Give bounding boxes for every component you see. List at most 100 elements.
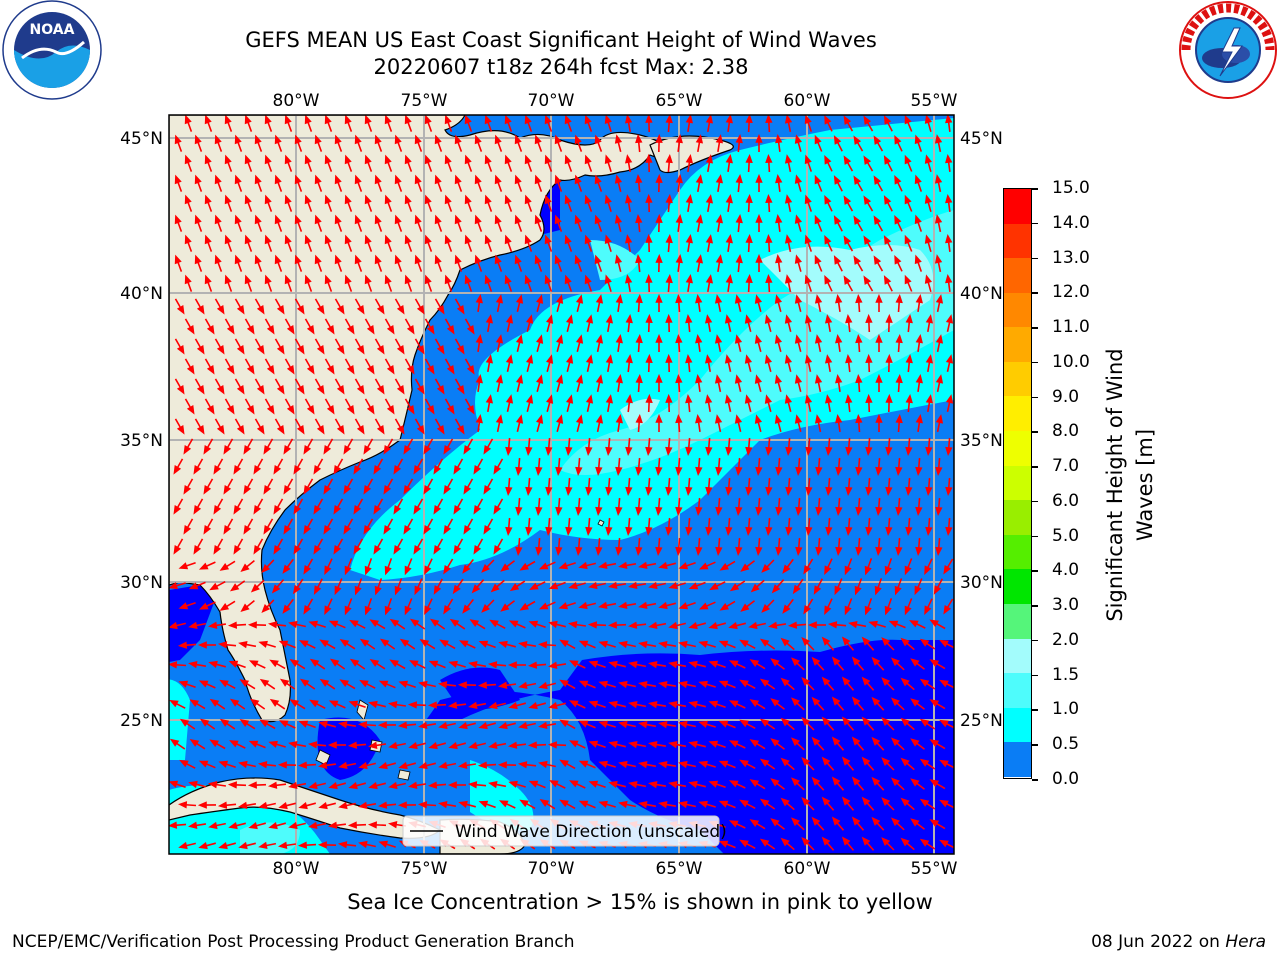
wave-direction-arrowhead (655, 546, 663, 557)
wave-direction-arrowhead (765, 115, 773, 124)
wave-direction-arrowhead (574, 134, 582, 145)
wave-direction-arrowhead (919, 678, 930, 687)
wave-direction-arrowhead (754, 414, 763, 424)
wave-direction-arrowhead (558, 602, 569, 610)
wave-direction-arrowhead (814, 414, 823, 424)
wave-direction-arrowhead (368, 781, 378, 790)
wave-direction-arrowhead (243, 485, 252, 495)
sea-ice-note: Sea Ice Concentration > 15% is shown in … (347, 890, 933, 914)
wave-direction-arrowhead (426, 365, 435, 375)
wave-direction-arrowhead (454, 134, 462, 145)
wave-direction-arrowhead (665, 193, 673, 204)
wave-direction-arrowhead (655, 373, 663, 383)
wave-direction-arrowhead (705, 446, 713, 457)
wave-direction-arrowhead (393, 545, 402, 555)
wave-direction-arrowhead (219, 679, 229, 688)
wave-direction-arrowhead (615, 506, 623, 517)
wave-direction-arrowhead (256, 385, 265, 395)
wave-direction-arrowhead (715, 254, 724, 264)
wave-direction-arrowhead (276, 305, 285, 315)
wave-direction-arrowhead (835, 546, 843, 557)
wave-direction-arrowhead (446, 405, 455, 415)
wave-direction-arrowhead (363, 485, 372, 495)
wave-direction-arrowhead (234, 134, 242, 145)
wave-direction-arrowhead (873, 175, 882, 185)
wave-direction-arrowhead (169, 621, 178, 630)
wave-direction-arrowhead (500, 563, 510, 572)
wave-direction-arrowhead (246, 405, 255, 415)
wave-direction-arrowhead (915, 466, 923, 477)
wave-direction-arrowhead (384, 234, 392, 245)
wave-direction-arrowhead (715, 506, 723, 517)
wave-direction-arrowhead (498, 721, 508, 730)
wave-direction-arrowhead (678, 800, 688, 809)
wave-direction-arrowhead (784, 394, 793, 404)
wave-direction-arrowhead (675, 546, 683, 557)
wave-direction-arrowhead (759, 638, 770, 647)
wave-direction-arrowhead (719, 602, 730, 611)
wave-direction-arrowhead (794, 294, 803, 304)
wave-direction-arrowhead (186, 405, 195, 415)
wave-direction-arrowhead (484, 234, 492, 245)
wave-direction-arrowhead (890, 777, 900, 787)
wave-direction-arrowhead (759, 838, 770, 847)
wave-direction-arrowhead (307, 741, 318, 749)
wave-direction-arrowhead (945, 354, 954, 364)
wave-direction-arrowhead (919, 758, 930, 767)
wave-direction-arrowhead (254, 174, 262, 185)
wave-direction-arrowhead (668, 780, 678, 789)
wave-direction-arrowhead (745, 446, 753, 457)
wave-direction-arrowhead (264, 115, 272, 125)
wave-direction-arrowhead (863, 195, 872, 205)
colorbar-segment (1004, 500, 1031, 535)
lon-label-top: 75°W (401, 91, 448, 111)
wave-direction-arrowhead (784, 354, 793, 364)
wave-direction-arrowhead (868, 620, 878, 628)
wave-direction-arrowhead (169, 738, 180, 747)
wave-direction-arrowhead (296, 425, 305, 435)
wave-direction-arrowhead (239, 679, 250, 687)
wave-direction-arrowhead (463, 525, 472, 535)
wave-direction-arrowhead (841, 756, 851, 766)
wave-direction-arrowhead (326, 405, 335, 415)
wave-direction-arrowhead (824, 115, 832, 125)
wave-direction-arrowhead (263, 525, 272, 535)
wave-direction-arrowhead (825, 446, 833, 457)
wave-direction-arrowhead (648, 621, 658, 630)
colorbar-segment (1004, 258, 1031, 293)
wave-direction-arrowhead (384, 274, 392, 285)
wave-direction-arrowhead (740, 563, 750, 572)
wave-direction-arrowhead (538, 760, 548, 769)
wave-direction-arrowhead (376, 305, 385, 315)
wave-direction-arrowhead (604, 234, 612, 245)
wave-direction-arrowhead (413, 505, 422, 515)
wave-direction-arrowhead (388, 701, 398, 709)
wave-direction-arrowhead (855, 466, 863, 477)
wave-direction-arrowhead (216, 305, 225, 315)
wave-direction-arrowhead (665, 115, 673, 124)
wave-direction-arrowhead (554, 174, 562, 185)
lat-label-right: 25°N (960, 711, 1003, 731)
wave-direction-arrowhead (811, 656, 821, 666)
wave-direction-arrowhead (336, 425, 345, 435)
wave-direction-arrowhead (544, 154, 552, 165)
wave-direction-arrowhead (424, 115, 432, 125)
wave-direction-arrowhead (338, 761, 348, 770)
wave-direction-arrowhead (527, 661, 538, 669)
wave-direction-arrowhead (359, 679, 369, 688)
wave-direction-arrowhead (424, 194, 432, 205)
wave-direction-arrowhead (559, 639, 569, 648)
wave-direction-arrowhead (943, 605, 952, 615)
wave-direction-arrowhead (715, 214, 724, 224)
wave-direction-arrowhead (843, 235, 852, 245)
colorbar-label: Significant Height of Wind Waves [m] (1103, 348, 1157, 622)
wave-direction-arrowhead (323, 485, 332, 495)
wave-direction-arrowhead (464, 234, 472, 245)
wave-direction-arrowhead (524, 154, 532, 165)
wave-direction-arrowhead (765, 193, 773, 204)
wave-direction-arrowhead (728, 780, 739, 788)
wave-direction-arrowhead (487, 661, 498, 669)
wave-direction-arrowhead (525, 354, 534, 364)
wave-direction-arrowhead (454, 214, 462, 225)
wave-direction-arrowhead (218, 760, 229, 768)
